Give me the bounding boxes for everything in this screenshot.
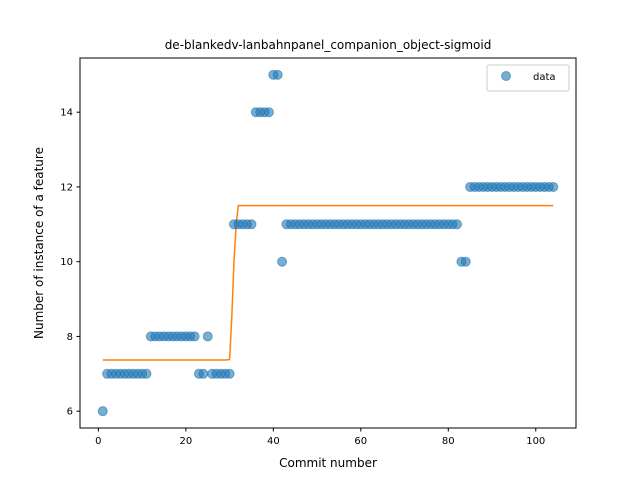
data-point — [202, 331, 213, 342]
x-tick-label: 0 — [95, 436, 101, 447]
fit-line-layer — [102, 204, 554, 361]
data-point — [97, 406, 108, 417]
data-point — [189, 331, 200, 342]
data-point — [452, 219, 463, 230]
plot-area-frame — [79, 57, 577, 429]
y-axis-label: Number of instance of a feature — [32, 147, 46, 339]
y-tick-label: 6 — [67, 407, 73, 418]
data-point — [460, 256, 471, 267]
x-axis-label: Commit number — [279, 456, 377, 470]
y-tick-label: 14 — [60, 108, 73, 119]
x-tick-label: 60 — [354, 436, 367, 447]
legend-marker-data — [501, 71, 511, 81]
data-point — [198, 368, 209, 379]
x-tick-label: 40 — [267, 436, 280, 447]
data-point — [246, 219, 257, 230]
data-points-layer — [97, 69, 559, 417]
x-tick-label: 100 — [526, 436, 545, 447]
chart-title: de-blankedv-lanbahnpanel_companion_objec… — [165, 38, 492, 52]
y-axis: 6 8 10 12 14 — [60, 108, 80, 418]
y-tick-label: 8 — [67, 332, 73, 343]
data-point — [224, 368, 235, 379]
x-tick-label: 80 — [442, 436, 455, 447]
data-point — [272, 69, 283, 80]
data-point — [277, 256, 288, 267]
data-point — [548, 181, 559, 192]
x-tick-label: 20 — [179, 436, 192, 447]
legend-box — [486, 64, 570, 92]
legend-label-data: data — [533, 72, 556, 83]
legend: data — [486, 64, 570, 92]
data-point — [263, 107, 274, 118]
y-tick-label: 10 — [60, 257, 73, 268]
fit-line — [102, 204, 554, 361]
data-point — [141, 368, 152, 379]
y-tick-label: 12 — [60, 182, 73, 193]
x-axis: 0 20 40 60 80 100 — [95, 428, 545, 447]
